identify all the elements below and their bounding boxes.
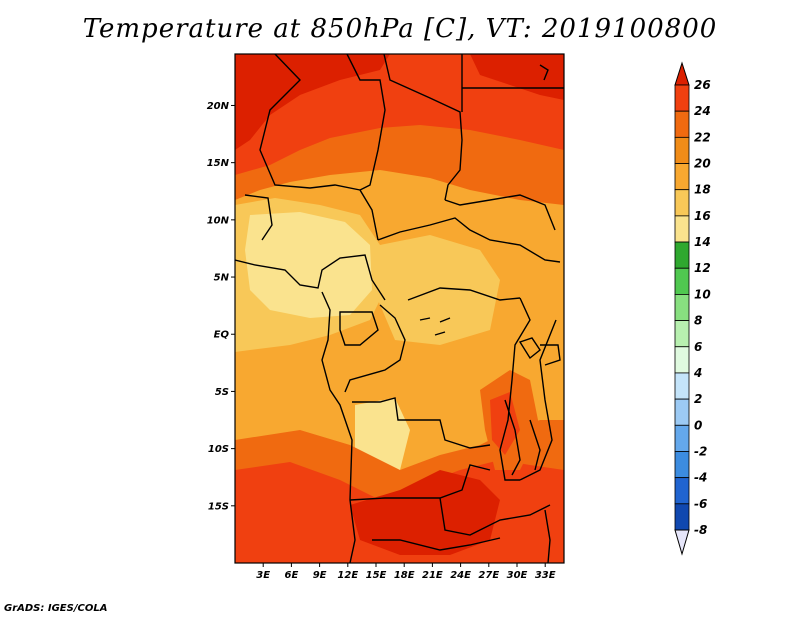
lat-label: 15N <box>207 158 230 169</box>
colorbar-label: 18 <box>694 183 711 197</box>
rivers-congo <box>419 317 451 336</box>
lat-label: 10S <box>208 444 229 455</box>
colorbar-label: 6 <box>694 340 702 354</box>
border-gabon-congo <box>339 311 379 346</box>
colorbar-swatch <box>674 84 690 112</box>
border-kenya-uganda <box>540 344 561 366</box>
lon-label: 30E <box>507 570 528 581</box>
border-tanzania-east <box>519 319 557 481</box>
border-drc-angola <box>352 397 491 449</box>
border-egypt-sudan <box>461 54 564 112</box>
border-south-africa <box>372 537 501 551</box>
colorbar-swatch <box>674 136 690 164</box>
lon-label: 27E <box>478 570 499 581</box>
colorbar-label: 16 <box>694 209 711 223</box>
colorbar-label: 24 <box>694 104 711 118</box>
lat-label: 5N <box>214 273 230 284</box>
field-northwest-very-hot <box>235 54 390 150</box>
lon-label: 21E <box>422 570 443 581</box>
colorbar-swatch <box>674 241 690 269</box>
border-sudan-south <box>444 194 556 231</box>
colorbar-swatch <box>674 451 690 479</box>
colorbar-swatch <box>674 215 690 243</box>
lake-tanganyika <box>504 399 521 476</box>
colorbar-label: 26 <box>694 78 711 92</box>
coast-red-sea <box>539 64 549 81</box>
field-east-rift-hot <box>490 392 520 455</box>
colorbar-over-arrow <box>674 61 690 86</box>
border-ghana-burkina <box>244 194 273 241</box>
colorbar-label: 4 <box>693 366 702 380</box>
colorbar-label: -8 <box>694 523 707 537</box>
colorbar-label: -2 <box>694 444 707 458</box>
colorbar-swatch <box>674 110 690 138</box>
colorbar-label: 20 <box>694 157 711 171</box>
border-angola-namibia <box>349 464 491 501</box>
lake-victoria <box>518 337 541 360</box>
colorbar-label: 10 <box>694 287 711 301</box>
border-drc-east <box>499 297 531 481</box>
lon-label: 24E <box>450 570 471 581</box>
colorbar-swatch <box>674 477 690 505</box>
colorbar-swatch <box>674 372 690 400</box>
lon-label: 3E <box>256 570 270 581</box>
colorbar-label: 0 <box>694 418 702 432</box>
lon-label: 12E <box>337 570 358 581</box>
colorbar-label: 8 <box>694 314 702 328</box>
colorbar-swatch <box>674 294 690 321</box>
field-central-yellow <box>378 235 500 345</box>
border-drc-car <box>407 287 521 301</box>
colorbar-label: 22 <box>694 130 711 144</box>
colorbar-swatch <box>674 346 690 374</box>
lat-label: 10N <box>207 215 230 226</box>
colorbar-label: 12 <box>694 261 711 275</box>
border-car-sudan <box>377 217 561 263</box>
border-algeria-libya-niger <box>346 54 386 241</box>
lat-label: 5S <box>215 387 229 398</box>
lon-label: 9E <box>313 570 327 581</box>
colorbar-swatch <box>674 424 690 452</box>
colorbar-swatch <box>674 320 690 348</box>
border-botswana-zambia <box>439 497 551 536</box>
longitude-axis: 3E 6E 9E 12E 15E 18E 21E 24E 27E 30E 33E <box>256 563 556 581</box>
lat-label: EQ <box>214 330 230 341</box>
field-west-pale <box>245 212 372 318</box>
lat-label: 15S <box>208 501 229 512</box>
border-congo-drc <box>344 304 406 393</box>
latitude-axis: 20N 15N 10N 5N EQ 5S 10S 15S <box>207 101 235 512</box>
map-frame <box>234 53 565 564</box>
lake-malawi <box>529 419 541 471</box>
coastline-west-africa <box>235 254 386 301</box>
border-mozambique <box>544 509 551 563</box>
border-chad-libya <box>383 54 463 201</box>
colorbar-swatch <box>674 267 690 295</box>
lon-label: 18E <box>394 570 415 581</box>
colorbar-swatch <box>674 163 690 191</box>
lon-label: 15E <box>366 570 387 581</box>
colorbar-label: -4 <box>694 471 707 485</box>
colorbar-swatch <box>674 398 690 426</box>
colorbar-label: -6 <box>694 497 707 511</box>
colorbar-label: 14 <box>694 235 711 249</box>
lat-label: 20N <box>207 101 230 112</box>
colorbar-swatch <box>674 503 690 531</box>
lon-label: 6E <box>285 570 299 581</box>
coastline-atlantic <box>321 291 356 563</box>
temperature-field <box>235 54 564 563</box>
border-mali-niger <box>259 54 361 191</box>
credit-label: GrADS: IGES/COLA <box>4 603 108 614</box>
colorbar-under-arrow <box>674 529 690 556</box>
country-borders <box>235 54 564 563</box>
colorbar-label: 2 <box>694 392 702 406</box>
lon-label: 33E <box>535 570 556 581</box>
colorbar-swatch <box>674 189 690 217</box>
map-title: Temperature at 850hPa [C], VT: 201910080… <box>82 14 718 44</box>
